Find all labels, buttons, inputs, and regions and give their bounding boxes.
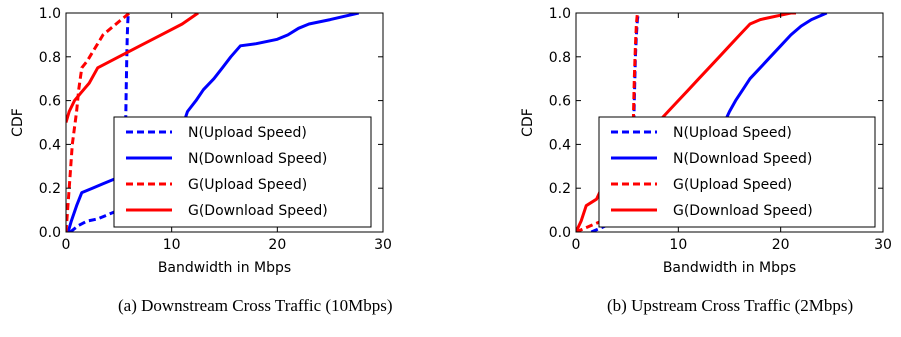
y-tick-label: 0.0 <box>549 225 571 241</box>
legend-label: G(Download Speed) <box>188 203 328 219</box>
x-tick-label: 30 <box>874 237 892 253</box>
legend-label: N(Upload Speed) <box>673 125 792 141</box>
y-tick-label: 0.6 <box>549 94 571 110</box>
y-tick-label: 0.2 <box>549 181 571 197</box>
x-tick-label: 20 <box>772 237 790 253</box>
x-tick-label: 0 <box>572 237 581 253</box>
plot-frame <box>65 12 384 233</box>
legend-label: G(Upload Speed) <box>188 177 307 193</box>
x-tick-label: 30 <box>374 237 392 253</box>
y-tick-label: 0.8 <box>39 50 61 66</box>
series-line-a-0 <box>69 13 130 232</box>
legend-label: G(Upload Speed) <box>673 177 792 193</box>
y-tick-label: 0.6 <box>39 94 61 110</box>
legend-label: N(Download Speed) <box>188 151 327 167</box>
y-tick-label: 0.4 <box>39 137 61 153</box>
chart-panel-b: 0 10 20 30 0.0 0.2 0.4 0.6 0.8 1.0 Bandwidth in Mb… <box>450 0 901 337</box>
legend: N(Upload Speed) N(Download Speed) G(Upload… <box>598 116 876 228</box>
x-tick-label: 10 <box>163 237 181 253</box>
legend-label: G(Download Speed) <box>673 203 813 219</box>
chart-panel-a: 0 10 20 30 0.0 0.2 0.4 0.6 0.8 1.0 Bandwidth in Mb… <box>0 0 450 337</box>
y-tick-label: 1.0 <box>39 6 61 22</box>
y-tick-label: 1.0 <box>549 6 571 22</box>
x-tick-label: 20 <box>268 237 286 253</box>
plot-frame <box>575 12 884 233</box>
chart-svg-a: 0 10 20 30 0.0 0.2 0.4 0.6 0.8 1.0 Bandwidth in Mb… <box>10 6 392 276</box>
legend: N(Upload Speed) N(Download Speed) G(Upload… <box>113 116 372 228</box>
x-tick-label: 0 <box>62 237 71 253</box>
y-tick-label: 0.0 <box>39 225 61 241</box>
caption-b: (b) Upstream Cross Traffic (2Mbps) <box>607 296 854 315</box>
y-axis-label: CDF <box>520 108 536 137</box>
chart-svg-b: 0 10 20 30 0.0 0.2 0.4 0.6 0.8 1.0 Bandwidth in Mb… <box>520 6 892 276</box>
y-axis-label: CDF <box>10 108 26 137</box>
series-line-a-1 <box>66 13 360 232</box>
caption-a: (a) Downstream Cross Traffic (10Mbps) <box>118 296 393 315</box>
y-tick-label: 0.2 <box>39 181 61 197</box>
x-axis-label: Bandwidth in Mbps <box>158 260 291 276</box>
x-tick-label: 10 <box>669 237 687 253</box>
x-axis-label: Bandwidth in Mbps <box>663 260 796 276</box>
legend-label: N(Download Speed) <box>673 151 812 167</box>
y-tick-label: 0.4 <box>549 137 571 153</box>
legend-label: N(Upload Speed) <box>188 125 307 141</box>
y-tick-label: 0.8 <box>549 50 571 66</box>
series-line-a-3 <box>66 13 199 123</box>
